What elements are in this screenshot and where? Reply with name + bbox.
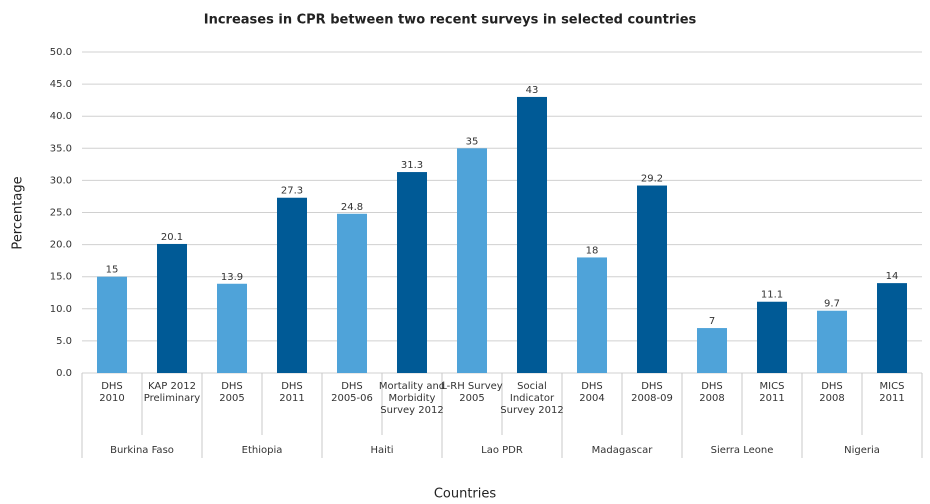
y-tick-label: 15.0 xyxy=(50,272,72,283)
bar xyxy=(817,310,847,373)
y-tick-label: 5.0 xyxy=(56,336,72,347)
bar xyxy=(277,197,307,373)
x-tick-label: 2008-09 xyxy=(631,393,673,404)
value-label: 24.8 xyxy=(341,202,363,213)
x-tick-label: DHS xyxy=(821,381,843,392)
bar xyxy=(697,328,727,373)
value-label: 31.3 xyxy=(401,160,423,171)
value-label: 7 xyxy=(709,316,715,327)
x-axis-title: Countries xyxy=(434,487,497,502)
x-tick-label: DHS xyxy=(581,381,603,392)
y-tick-label: 10.0 xyxy=(50,304,72,315)
value-label: 14 xyxy=(886,271,899,282)
x-tick-label: 2005 xyxy=(219,393,244,404)
group-label: Nigeria xyxy=(844,445,880,456)
x-tick-label: KAP 2012 xyxy=(148,381,196,392)
value-label: 20.1 xyxy=(161,232,183,243)
x-tick-label: 2010 xyxy=(99,393,124,404)
x-tick-label: 2005 xyxy=(459,393,484,404)
x-tick-label: DHS xyxy=(101,381,123,392)
x-tick-label: Social xyxy=(517,381,547,392)
y-tick-label: 35.0 xyxy=(50,143,72,154)
value-label: 15 xyxy=(106,265,119,276)
x-tick-label: Indicator xyxy=(510,393,555,404)
x-tick-label: MICS xyxy=(880,381,905,392)
x-tick-label: Mortality and xyxy=(379,381,445,392)
value-label: 9.7 xyxy=(824,299,840,310)
x-tick-label: DHS xyxy=(221,381,243,392)
bar xyxy=(637,185,667,373)
bar xyxy=(517,96,547,373)
x-tick-label: DHS xyxy=(281,381,303,392)
bar xyxy=(217,283,247,373)
y-tick-label: 45.0 xyxy=(50,79,72,90)
y-tick-label: 0.0 xyxy=(56,368,72,379)
y-tick-label: 30.0 xyxy=(50,175,72,186)
value-label: 29.2 xyxy=(641,174,663,185)
group-label: Madagascar xyxy=(592,445,654,456)
group-label: Lao PDR xyxy=(481,445,523,456)
value-label: 35 xyxy=(466,136,479,147)
bar xyxy=(397,172,427,373)
bar xyxy=(337,213,367,373)
x-tick-label: DHS xyxy=(341,381,363,392)
x-tick-label: 2011 xyxy=(879,393,904,404)
x-tick-label: 2004 xyxy=(579,393,604,404)
x-tick-label: 2008 xyxy=(819,393,844,404)
x-tick-label: DHS xyxy=(701,381,723,392)
y-tick-label: 50.0 xyxy=(50,47,72,58)
group-label: Ethiopia xyxy=(242,445,283,456)
y-tick-label: 40.0 xyxy=(50,111,72,122)
x-tick-label: MICS xyxy=(760,381,785,392)
bar xyxy=(877,283,907,373)
bar xyxy=(757,301,787,373)
x-tick-label: 2008 xyxy=(699,393,724,404)
y-tick-label: 20.0 xyxy=(50,240,72,251)
bar xyxy=(577,257,607,373)
bar xyxy=(457,148,487,373)
x-tick-label: Preliminary xyxy=(144,393,201,404)
value-label: 43 xyxy=(526,85,539,96)
group-label: Burkina Faso xyxy=(110,445,174,456)
x-tick-label: L-RH Survey xyxy=(441,381,503,392)
x-tick-label: 2011 xyxy=(759,393,784,404)
value-label: 18 xyxy=(586,245,599,256)
x-tick-label: Survey 2012 xyxy=(380,405,443,416)
group-label: Sierra Leone xyxy=(711,445,774,456)
x-tick-label: 2005-06 xyxy=(331,393,373,404)
x-tick-label: Survey 2012 xyxy=(500,405,563,416)
y-axis-title: Percentage xyxy=(11,176,26,249)
value-label: 13.9 xyxy=(221,272,243,283)
x-tick-label: 2011 xyxy=(279,393,304,404)
bar xyxy=(157,243,187,373)
value-label: 11.1 xyxy=(761,290,783,301)
x-tick-label: Morbidity xyxy=(389,393,436,404)
bar xyxy=(97,276,127,373)
x-tick-label: DHS xyxy=(641,381,663,392)
y-tick-label: 25.0 xyxy=(50,208,72,219)
chart-title: Increases in CPR between two recent surv… xyxy=(204,13,697,28)
group-label: Haiti xyxy=(370,445,393,456)
value-label: 27.3 xyxy=(281,186,303,197)
